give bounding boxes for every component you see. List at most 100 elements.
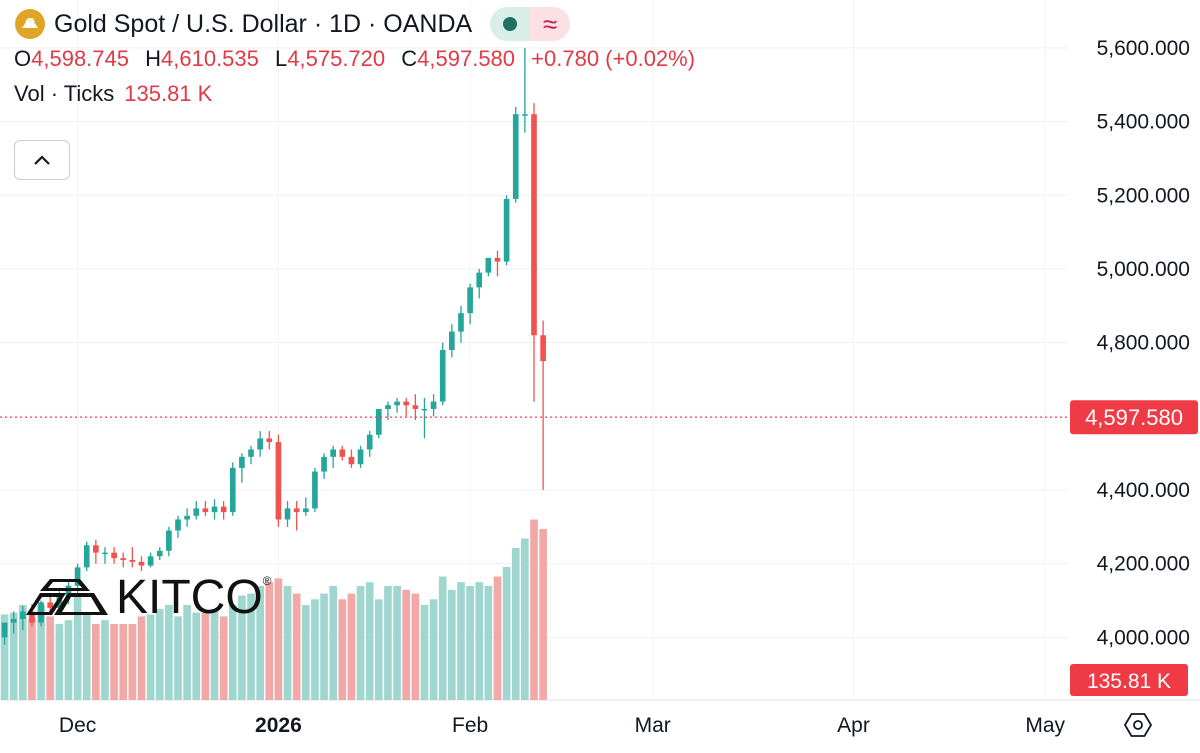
series-toggle[interactable]: ≈	[490, 7, 571, 41]
time-tick-label: Apr	[837, 714, 870, 737]
volume-bar	[137, 616, 146, 700]
candle-body	[503, 198, 510, 262]
volume-bar	[165, 605, 173, 700]
volume-bar	[530, 519, 538, 700]
volume-bar	[338, 599, 347, 700]
candle-body	[321, 456, 327, 472]
volume-bar	[493, 576, 502, 700]
volume-label: Vol · Ticks	[14, 81, 115, 106]
candle-body	[202, 508, 209, 513]
volume-bar	[511, 548, 520, 700]
change-value: +0.780 (+0.02%)	[531, 46, 696, 71]
volume-bar	[82, 614, 91, 700]
volume-bar	[174, 616, 182, 700]
candle-body	[74, 567, 81, 586]
high-label: H	[145, 46, 162, 71]
volume-bar	[484, 586, 493, 700]
volume-bar	[393, 586, 401, 700]
volume-bar	[374, 599, 383, 700]
price-tick-label: 5,400.000	[1097, 111, 1190, 134]
last-price-badge	[1070, 400, 1198, 435]
volume-bar	[73, 595, 82, 700]
candle-body	[47, 602, 54, 608]
volume-bar	[420, 605, 429, 700]
candle-body	[29, 611, 35, 623]
volume-bar	[46, 616, 55, 700]
volume-bar	[311, 599, 319, 700]
volume-bar	[119, 624, 128, 700]
candle-body	[375, 408, 382, 435]
price-tick-label: 4,200.000	[1097, 553, 1190, 576]
close-value: 4,597.580	[417, 46, 516, 71]
compare-button[interactable]: ≈	[530, 7, 571, 41]
candle-body	[211, 506, 218, 513]
open-label: O	[14, 46, 32, 71]
volume-bar	[228, 605, 237, 700]
volume-bar	[301, 605, 310, 700]
volume-bar	[256, 586, 264, 700]
volume-bar	[192, 612, 201, 700]
candle-body	[339, 449, 346, 457]
volume-bar	[0, 614, 9, 700]
price-tick-label: 4,800.000	[1097, 332, 1190, 355]
candle-body	[540, 335, 546, 362]
symbol-header[interactable]: Gold Spot / U.S. Dollar · 1D · OANDA ≈	[14, 6, 705, 42]
chart-legend: Gold Spot / U.S. Dollar · 1D · OANDA ≈ O…	[14, 6, 705, 112]
candle-body	[485, 257, 492, 273]
volume-bar	[9, 612, 18, 700]
candle-body	[403, 401, 410, 406]
collapse-legend-button[interactable]	[14, 140, 70, 180]
series-dot-button[interactable]	[490, 7, 531, 41]
volume-bar	[356, 586, 365, 700]
volume-bar	[247, 593, 255, 700]
candle-body	[449, 331, 455, 350]
volume-bar	[539, 529, 547, 700]
volume-bar	[329, 586, 338, 700]
volume-bar	[265, 582, 274, 700]
candle-body	[494, 257, 501, 262]
volume-bar	[201, 612, 210, 700]
registered-mark: ®	[262, 574, 272, 588]
candle-body	[111, 552, 117, 559]
candle-body	[275, 442, 282, 520]
candle-body	[175, 519, 181, 531]
volume-bar	[128, 624, 137, 700]
last-volume-label: 135.81 K	[1087, 670, 1171, 693]
candle-body	[467, 287, 473, 314]
volume-bar	[402, 589, 411, 700]
candle-body	[439, 350, 446, 402]
approx-icon: ≈	[543, 8, 558, 39]
candle-body	[10, 618, 17, 623]
ohlc-values: O4,598.745 H4,610.535 L4,575.720 C4,597.…	[14, 42, 705, 76]
volume-bar	[183, 605, 191, 700]
candle-body	[229, 467, 236, 513]
candle-body	[266, 438, 273, 443]
candle-body	[65, 585, 72, 597]
volume-bar	[28, 618, 36, 700]
settings-hexagon-icon[interactable]	[1123, 713, 1153, 737]
volume-bar	[219, 616, 228, 700]
volume-bar	[475, 582, 484, 700]
volume-bar	[411, 593, 420, 700]
volume-bar	[521, 538, 529, 700]
symbol-title: Gold Spot / U.S. Dollar · 1D · OANDA	[54, 9, 473, 38]
volume-bar	[110, 624, 118, 700]
candle-body	[120, 558, 127, 560]
candle-body	[302, 508, 309, 513]
volume-bar	[320, 593, 328, 700]
volume-bar	[92, 624, 100, 700]
low-label: L	[275, 46, 288, 71]
price-tick-label: 4,400.000	[1097, 479, 1190, 502]
candle-body	[184, 515, 190, 520]
open-value: 4,598.745	[31, 46, 129, 71]
candle-body	[430, 401, 437, 409]
volume-bar	[384, 586, 392, 700]
gold-bars-icon	[15, 9, 45, 39]
candle-body	[476, 272, 483, 288]
kitco-bars-icon	[26, 578, 108, 615]
volume-bar	[155, 608, 164, 700]
last-volume-badge	[1070, 664, 1188, 696]
volume-bar	[502, 567, 511, 700]
volume-bar	[210, 608, 219, 700]
